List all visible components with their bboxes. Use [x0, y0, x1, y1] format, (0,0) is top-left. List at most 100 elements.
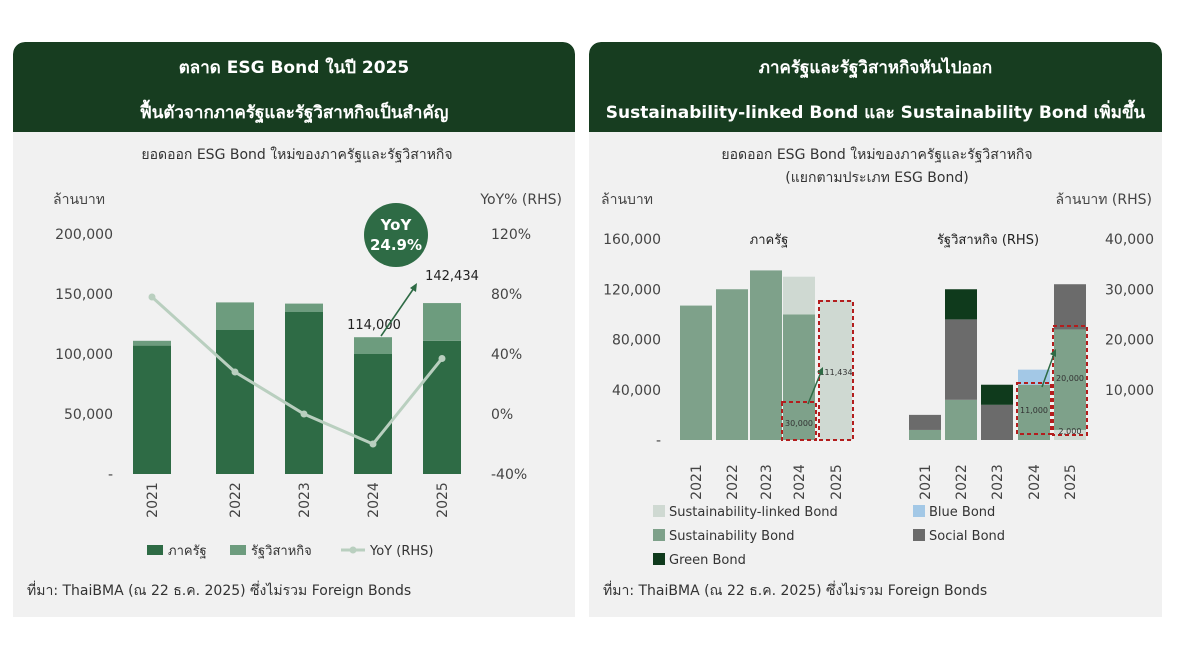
se-growth-arrow: [1041, 353, 1055, 388]
right-y2-tick-label: 30,000: [1105, 282, 1154, 298]
left-y2-tick-label: 80%: [491, 287, 522, 303]
right-panel: ภาครัฐและรัฐวิสาหกิจหันไปออก Sustainabil…: [589, 42, 1162, 617]
se-bar-social-bond-2023: [981, 404, 1013, 440]
yoy-point-2025: [438, 355, 446, 362]
label-gov-2024: 30,000: [785, 419, 813, 428]
left-title-line1: ตลาด ESG Bond ในปี 2025: [178, 58, 410, 78]
yoy-point-2021: [148, 293, 156, 301]
se-bar-social-bond-2022: [945, 319, 977, 400]
yoy-badge: [364, 203, 428, 267]
left-y2-tick-label: 0%: [491, 407, 513, 423]
gov-x-tick-label: 2025: [829, 464, 845, 500]
gov-growth-arrow: [807, 371, 822, 405]
se-bar-sustainability-linked-bond-2025: [1054, 429, 1086, 440]
left-x-tick-label: 2021: [145, 482, 161, 518]
se-growth-arrow-head: [1050, 349, 1056, 357]
left-source-note: ที่มา: ThaiBMA (ณ 22 ธ.ค. 2025) ซึ่งไม่ร…: [27, 583, 412, 599]
se-bar-sustainability-bond-2022: [945, 399, 977, 440]
left-x-tick-label: 2025: [435, 482, 451, 518]
se-bar-social-bond-2021: [909, 414, 941, 430]
left-y-tick-label: -: [108, 467, 113, 483]
gov-bar-sustainability-linked-bond-2024: [783, 276, 815, 315]
right-y-tick-label: 80,000: [612, 333, 661, 349]
left-y-tick-label: 150,000: [55, 287, 113, 303]
legend-label-green-bond: Green Bond: [669, 553, 746, 568]
left-y2-tick-label: -40%: [491, 467, 527, 483]
growth-arrow: [380, 287, 415, 337]
gov-bar-sustainability-bond-2022: [716, 289, 748, 440]
se-x-tick-label: 2022: [954, 464, 970, 500]
label-gov-2025: 111,434: [819, 368, 852, 377]
gov-bar-sustainability-bond-2023: [750, 270, 782, 440]
left-x-tick-label: 2023: [297, 482, 313, 518]
bar-state-enterprise-2021: [133, 340, 171, 346]
right-y-axis-label: ล้านบาท: [601, 192, 653, 208]
label-se-2024: 11,000: [1020, 406, 1048, 415]
gov-bar-sustainability-linked-bond-2025: [820, 300, 852, 440]
gov-growth-arrow-head: [817, 367, 823, 375]
legend-marker-yoy: [349, 546, 357, 554]
bar-state-enterprise-2022: [216, 302, 254, 330]
bar-state-enterprise-2025: [423, 303, 461, 341]
right-y-tick-label: 120,000: [603, 282, 661, 298]
gov-x-tick-label: 2024: [792, 464, 808, 500]
right-y-tick-label: -: [656, 433, 661, 449]
right-y2-axis-label: ล้านบาท (RHS): [1055, 192, 1152, 208]
right-title-line1: ภาครัฐและรัฐวิสาหกิจหันไปออก: [758, 58, 993, 78]
label-2024-total: 114,000: [347, 318, 401, 333]
right-header: ภาครัฐและรัฐวิสาหกิจหันไปออก Sustainabil…: [589, 42, 1162, 132]
government-group-label: ภาครัฐ: [750, 233, 789, 248]
legend-swatch-sustainability-bond: [653, 529, 665, 541]
bar-state-enterprise-2023: [285, 303, 323, 312]
legend-label-government: ภาครัฐ: [168, 544, 207, 559]
right-chart: ยอดออก ESG Bond ใหม่ของภาครัฐและรัฐวิสาห…: [601, 146, 1154, 568]
bar-government-2025: [423, 340, 461, 474]
se-bar-social-bond-2025: [1054, 284, 1086, 330]
legend-label-social-bond: Social Bond: [929, 529, 1005, 544]
se-bar-sustainability-bond-2021: [909, 429, 941, 440]
legend-label-state-enterprise: รัฐวิสาหกิจ: [251, 544, 312, 559]
se-x-tick-label: 2023: [990, 464, 1006, 500]
bar-government-2024: [354, 354, 392, 474]
legend-swatch-blue-bond: [913, 505, 925, 517]
se-x-tick-label: 2024: [1027, 464, 1043, 500]
right-title-line2: Sustainability-linked Bond และ Sustainab…: [605, 103, 1146, 123]
se-bar-blue-bond-2024: [1018, 369, 1050, 385]
yoy-point-2024: [369, 440, 377, 448]
left-y-tick-label: 100,000: [55, 347, 113, 363]
left-y2-tick-label: 120%: [491, 227, 531, 243]
yoy-badge-label: YoY: [380, 216, 413, 234]
gov-bar-sustainability-bond-2024: [783, 314, 815, 440]
gov-x-tick-label: 2022: [725, 464, 741, 500]
legend-swatch-government: [147, 545, 163, 555]
left-header: ตลาด ESG Bond ในปี 2025 ฟื้นตัวจากภาครัฐ…: [13, 42, 575, 132]
left-y-tick-label: 50,000: [64, 407, 113, 423]
left-y-axis-label: ล้านบาท: [53, 192, 105, 208]
left-panel: ตลาด ESG Bond ในปี 2025 ฟื้นตัวจากภาครัฐ…: [13, 42, 575, 617]
left-x-tick-label: 2024: [366, 482, 382, 518]
left-y2-tick-label: 40%: [491, 347, 522, 363]
right-y2-tick-label: 10,000: [1105, 383, 1154, 399]
legend-swatch-social-bond: [913, 529, 925, 541]
label-2025-total: 142,434: [425, 269, 479, 284]
se-bar-green-bond-2022: [945, 289, 977, 320]
left-chart-title: ยอดออก ESG Bond ใหม่ของภาครัฐและรัฐวิสาห…: [141, 146, 452, 163]
right-y2-tick-label: 20,000: [1105, 333, 1154, 349]
right-y-tick-label: 160,000: [603, 232, 661, 248]
gov-bar-sustainability-bond-2021: [680, 305, 712, 440]
yoy-point-2022: [231, 368, 239, 376]
legend-swatch-state-enterprise: [230, 545, 246, 555]
highlight-gov-2024: [781, 401, 817, 441]
yoy-point-2023: [300, 410, 308, 418]
left-y-tick-label: 200,000: [55, 227, 113, 243]
yoy-badge-value: 24.9%: [370, 236, 422, 254]
legend-swatch-green-bond: [653, 553, 665, 565]
growth-arrow-head: [410, 283, 417, 292]
state-enterprise-group-label: รัฐวิสาหกิจ (RHS): [937, 233, 1039, 248]
highlight-se-2025: [1052, 325, 1088, 436]
bar-government-2022: [216, 330, 254, 474]
right-y-tick-label: 40,000: [612, 383, 661, 399]
left-y2-axis-label: YoY% (RHS): [479, 192, 562, 208]
right-y2-tick-label: 40,000: [1105, 232, 1154, 248]
left-x-tick-label: 2022: [228, 482, 244, 518]
